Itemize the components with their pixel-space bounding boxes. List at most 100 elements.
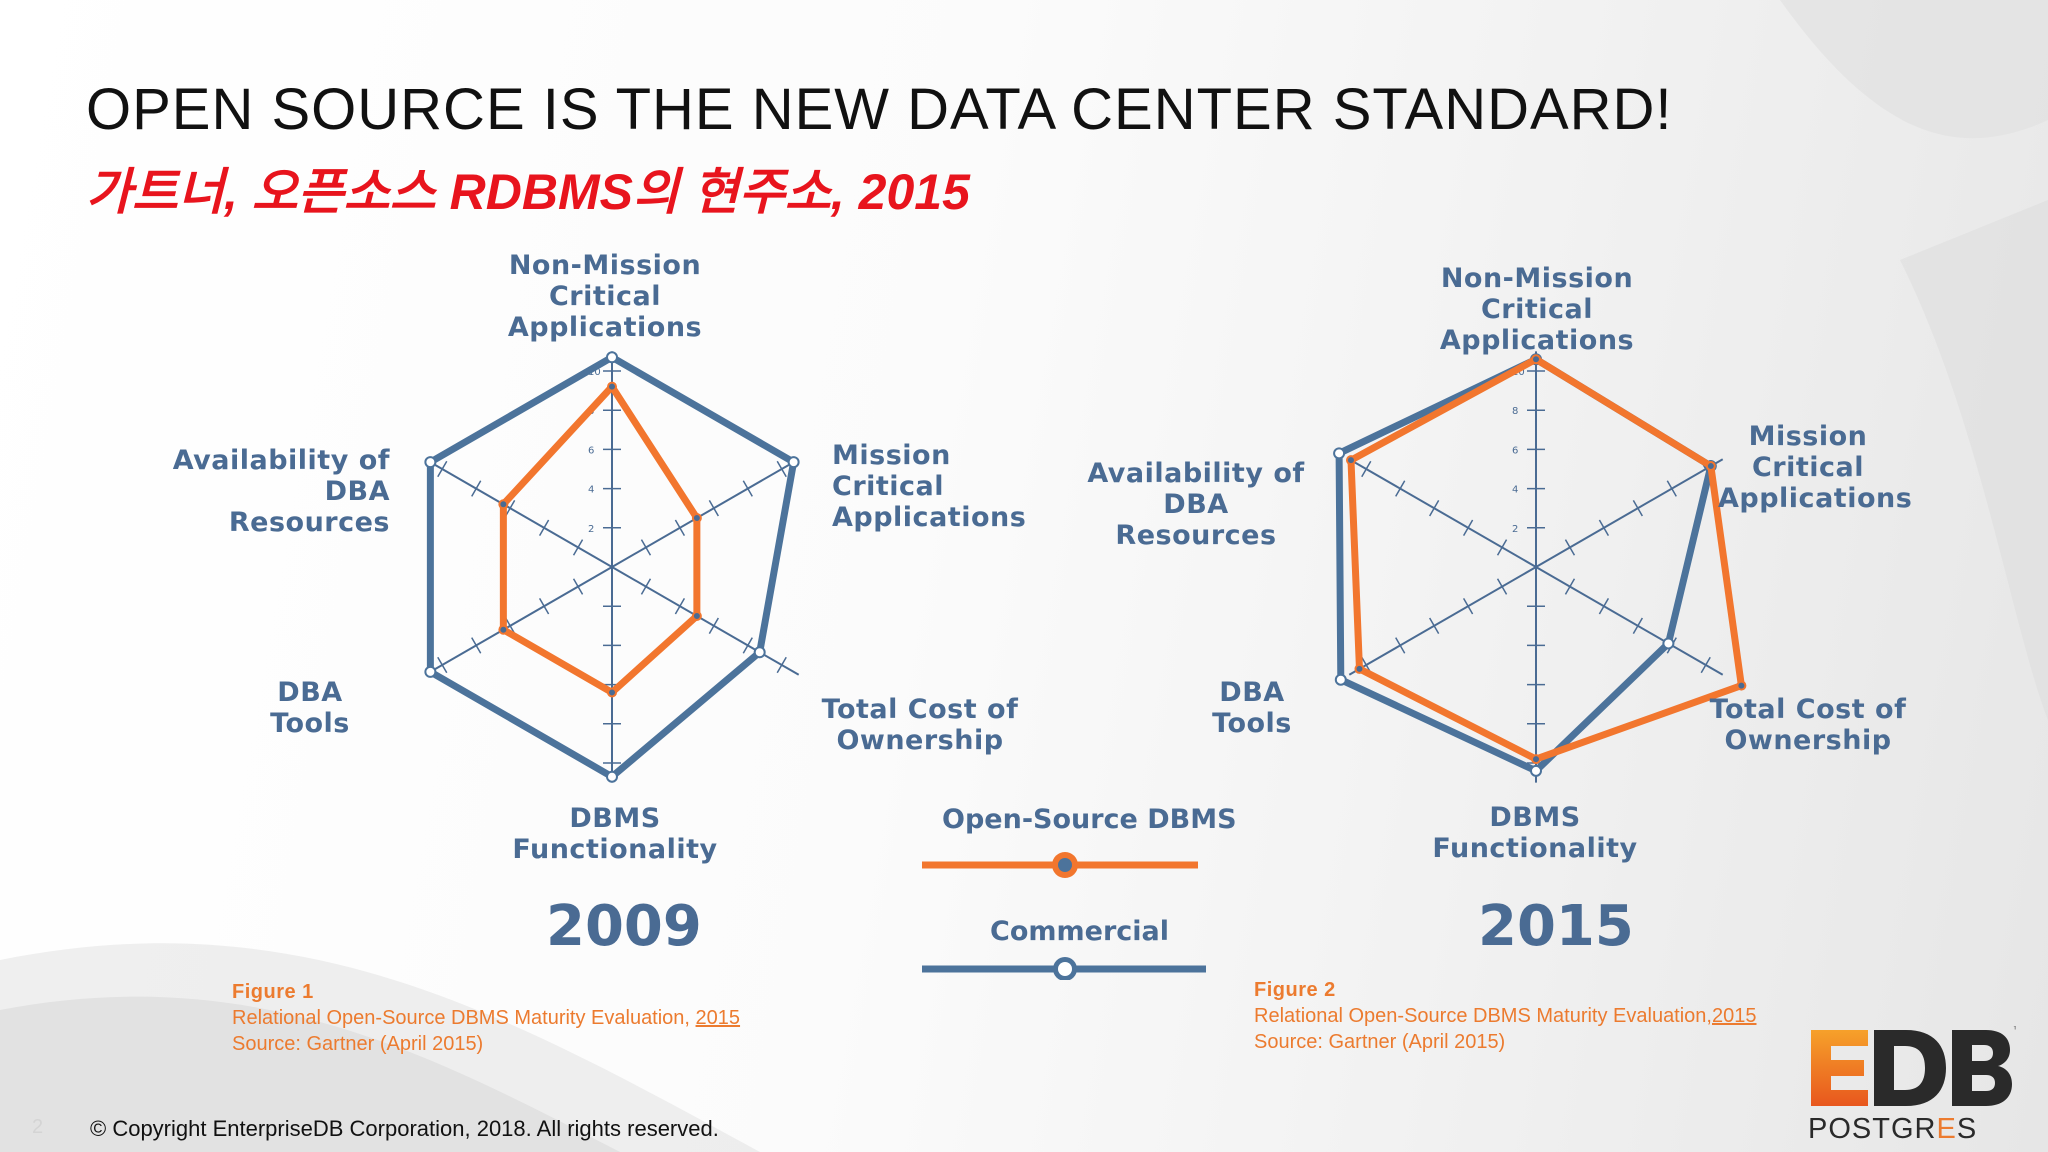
chart2-axis-tick (1700, 656, 1711, 674)
chart1-point-open-source-2 (691, 611, 702, 621)
chart1-axis-tick (742, 480, 753, 497)
chart1-point-open-source-1 (691, 513, 702, 523)
chart1-point-commercial-3 (606, 770, 618, 783)
legend-open-source-label: Open-Source DBMS (942, 804, 1237, 835)
chart1-axis-tick (572, 539, 584, 556)
chart1-series-open-source (499, 383, 701, 696)
chart2-axis-tick (1632, 617, 1643, 634)
chart1-axis-tick (471, 480, 482, 497)
chart2-axis-upper-left-label: Availability of DBA Resources (1087, 458, 1305, 551)
edb-postgres-logo: ™ POSTGRES (1808, 1025, 2016, 1144)
chart2-axis-tick (1395, 637, 1406, 654)
chart1-axis-bottom-label: DBMS Functionality (512, 803, 718, 865)
chart1-scale-tick-label: 2 (588, 524, 594, 535)
chart1-scale-tick-label: 6 (588, 445, 594, 456)
chart2-axis-tick (1395, 480, 1406, 497)
chart2-axis-tick (1462, 519, 1474, 536)
chart2-series-commercial (1335, 355, 1715, 775)
chart2-axis-tick (1361, 460, 1372, 478)
chart2-point-open-source-2 (1736, 680, 1747, 691)
chart1-axis-tick (572, 578, 584, 595)
chart1-axis-tick (437, 460, 448, 478)
chart2-point-open-source-5 (1345, 455, 1356, 466)
chart2-axis-tick (1429, 617, 1440, 634)
chart2-axis-tick (1429, 500, 1440, 517)
chart2-point-open-source-3 (1531, 754, 1541, 765)
chart2-axis-2 (1535, 566, 1724, 676)
chart2-axis-tick (1632, 500, 1643, 517)
chart2-axis-tick (1564, 578, 1576, 595)
chart1-axis-tick (505, 500, 516, 517)
chart2-axis-tick (1496, 578, 1508, 595)
chart1-point-commercial-0 (606, 351, 618, 364)
chart2-axis-top-label: Non-Mission Critical Applications (1439, 263, 1635, 356)
chart2-scale-tick-label: 4 (1512, 485, 1518, 496)
chart2-point-open-source-4 (1354, 663, 1365, 674)
figure2-caption-year-link[interactable]: 2015 (1712, 1005, 1757, 1027)
chart1-axis-tick (742, 637, 753, 654)
legend-swatches (922, 852, 1206, 980)
chart1-axis-tick (538, 519, 550, 536)
chart2-axis-tick (1496, 539, 1508, 556)
legend-commercial-swatch (922, 957, 1206, 980)
chart1-axis-2 (611, 566, 800, 676)
chart1-axis-tick (538, 598, 550, 615)
chart2-axis-tick (1564, 539, 1576, 556)
chart2-axis-tick (1462, 598, 1474, 615)
chart2-axis-upper-right-label: Mission Critical Applications (1718, 421, 1913, 514)
chart1-axis-tick (674, 598, 686, 615)
chart2-point-open-source-1 (1705, 461, 1716, 472)
chart1-axis-tick (437, 656, 448, 674)
chart2-axis-tick (1598, 519, 1610, 536)
chart1-axis-tick (776, 460, 787, 478)
chart2-point-open-source-0 (1531, 354, 1541, 365)
chart1-point-open-source-5 (498, 499, 509, 510)
chart2-axis-4 (1348, 566, 1537, 676)
chart1-axis-tick (776, 656, 787, 674)
legend-commercial-label: Commercial (990, 916, 1169, 947)
slide-subtitle: 가트너, 오픈소스 RDBMS의 현주소, 2015 (86, 164, 970, 220)
page-number: 2 (32, 1116, 44, 1138)
chart1-axis-tick (640, 578, 652, 595)
chart1-axis-tick (505, 617, 516, 634)
chart2-axis-1 (1535, 458, 1724, 568)
chart1-axis-5 (424, 458, 613, 568)
chart1-axis-upper-right-label: Mission Critical Applications (832, 440, 1027, 533)
chart1-axis-top-label: Non-Mission Critical Applications (507, 250, 703, 343)
chart2-axis-lower-right-label: Total Cost of Ownership (1709, 694, 1907, 756)
chart1-axis-tick (674, 519, 686, 536)
chart2-point-commercial-3 (1530, 764, 1542, 777)
figure2-label: Figure 2 (1254, 979, 1336, 1001)
chart2-axis-lower-left-label: DBA Tools (1212, 677, 1292, 739)
chart1-point-open-source-0 (607, 381, 617, 392)
chart1-axis-lower-right-label: Total Cost of Ownership (821, 694, 1019, 756)
chart1-scale-tick-label: 10 (588, 367, 601, 378)
chart1-axis-tick (708, 617, 719, 634)
figure1-label: Figure 1 (232, 981, 314, 1003)
copyright-footer: © Copyright EnterpriseDB Corporation, 20… (90, 1116, 719, 1141)
chart2-axis-bottom-label: DBMS Functionality (1432, 802, 1638, 864)
figure1-source: Source: Gartner (April 2015) (232, 1033, 484, 1055)
chart1-point-commercial-1 (787, 456, 800, 469)
chart1-point-commercial-4 (424, 665, 437, 678)
chart1-point-open-source-3 (607, 687, 617, 698)
chart1-point-commercial-2 (753, 646, 766, 659)
svg-text:POSTGRES: POSTGRES (1808, 1113, 1977, 1144)
chart1-axis-4 (424, 566, 613, 676)
slide-title: OPEN SOURCE IS THE NEW DATA CENTER STAND… (86, 77, 1673, 142)
figure1-caption-year-link[interactable]: 2015 (695, 1007, 741, 1029)
chart2-scale-tick-label: 8 (1512, 406, 1518, 417)
figure2-caption-text: Relational Open-Source DBMS Maturity Eva… (1254, 1005, 1712, 1027)
chart1-point-open-source-4 (498, 624, 509, 635)
chart2-scale-tick-label: 2 (1512, 524, 1518, 535)
figure2-caption: Figure 2 Relational Open-Source DBMS Mat… (1254, 977, 1757, 1055)
chart2-point-commercial-2 (1662, 637, 1675, 650)
chart2-axis-5 (1348, 458, 1537, 568)
chart1-axis-upper-left-label: Availability of DBA Resources (172, 445, 390, 538)
chart1-scale-tick-label: 4 (588, 485, 594, 496)
chart1-point-commercial-5 (424, 456, 437, 469)
